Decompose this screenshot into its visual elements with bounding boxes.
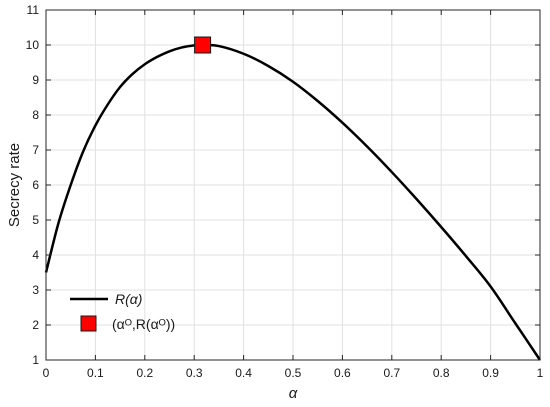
x-tick-label: 0 [43,366,50,380]
y-tick-label: 4 [32,248,39,262]
y-tick-label: 9 [32,73,39,87]
y-axis-label: Secrecy rate [6,143,23,227]
series-layer [44,36,542,361]
y-tick-label: 7 [32,143,39,157]
y-tick-label: 1 [32,353,39,367]
x-tick-label: 0.7 [383,366,400,380]
x-axis-label: α [289,385,298,402]
x-tick-label: 0.2 [136,366,153,380]
y-tick-label: 5 [32,213,39,227]
legend-label-series: R(α) [115,291,142,307]
x-tick-labels: 0 0.1 0.2 0.3 0.4 0.5 0.6 0.7 0.8 0.9 1 [43,366,544,380]
x-tick-label: 0.8 [433,366,450,380]
x-tick-label: 0.6 [334,366,351,380]
optimum-marker [194,36,212,54]
y-tick-label: 3 [32,283,39,297]
x-tick-label: 0.1 [87,366,104,380]
tick-marks [45,9,541,361]
x-tick-label: 0.5 [285,366,302,380]
y-tick-label: 10 [26,38,40,52]
legend-label-marker: (αᴼ,R(αᴼ)) [112,316,175,332]
x-tick-label: 0.4 [235,366,252,380]
y-tick-label: 2 [32,318,39,332]
legend-marker-swatch [80,315,97,332]
x-tick-label: 0.9 [482,366,499,380]
y-tick-label: 11 [27,3,40,17]
y-tick-labels: 1 2 3 4 5 6 7 8 9 10 11 [26,3,40,367]
x-tick-label: 0.3 [186,366,203,380]
y-tick-label: 8 [32,108,39,122]
y-tick-label: 6 [32,178,39,192]
legend: R(α) (αᴼ,R(αᴼ)) [70,291,175,332]
x-tick-label: 1 [537,366,544,380]
